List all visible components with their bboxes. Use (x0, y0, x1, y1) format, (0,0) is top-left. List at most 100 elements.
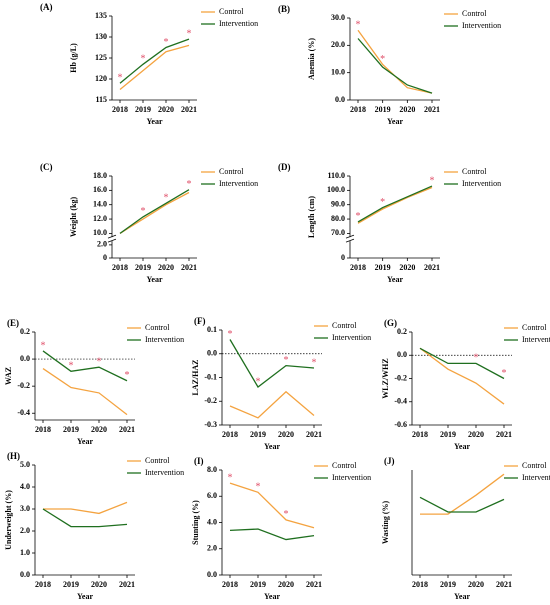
y-tick-label: 70.0 (331, 228, 345, 237)
legend-label: Control (145, 323, 170, 332)
significance-marker: * (256, 376, 261, 387)
x-tick-label: 2018 (350, 263, 366, 272)
y-tick-label: 90.0 (331, 200, 345, 209)
series-line (419, 496, 505, 513)
x-tick-label: 2018 (350, 105, 366, 114)
x-tick-label: 2021 (306, 580, 322, 589)
y-axis-label: WLZ/WHZ (381, 358, 390, 398)
series-line (229, 482, 315, 529)
x-tick-label: 2021 (306, 430, 322, 439)
y-axis-label: WAZ (4, 367, 13, 385)
legend-label: Control (462, 167, 487, 176)
y-tick-label: 20.0 (331, 40, 345, 49)
significance-marker: * (228, 329, 233, 340)
y-tick-label: -0.2 (204, 396, 217, 405)
significance-marker: * (141, 54, 146, 65)
y-tick-label: 0.0 (20, 354, 30, 363)
y-tick-label: 0.0 (20, 570, 30, 579)
series-line (119, 189, 190, 234)
significance-marker: * (69, 361, 74, 372)
x-tick-label: 2021 (181, 105, 197, 114)
x-tick-label: 2021 (119, 425, 135, 434)
significance-marker: * (430, 175, 435, 186)
significance-marker: * (187, 179, 192, 190)
series-line (419, 347, 505, 405)
y-tick-label: 0 (341, 253, 345, 262)
y-tick-label: -0.1 (204, 372, 217, 381)
legend-label: Control (522, 461, 547, 470)
legend-label: Intervention (219, 19, 258, 28)
significance-marker: * (284, 355, 289, 366)
y-tick-label: 110.0 (327, 171, 345, 180)
x-tick-label: 2020 (278, 580, 294, 589)
x-tick-label: 2021 (119, 580, 135, 589)
y-tick-label: -0.2 (17, 381, 30, 390)
series-line (229, 528, 315, 541)
significance-marker: * (187, 28, 192, 39)
series-line (42, 350, 128, 382)
legend-label: Intervention (462, 21, 501, 30)
significance-marker: * (502, 368, 507, 379)
y-tick-label: -0.4 (17, 408, 30, 417)
x-axis-label: Year (147, 275, 163, 284)
significance-marker: * (97, 356, 102, 367)
legend-label: Control (522, 323, 547, 332)
y-tick-label: -0.4 (394, 397, 407, 406)
x-tick-label: 2019 (63, 425, 79, 434)
x-tick-label: 2020 (399, 263, 415, 272)
x-axis-label: Year (264, 442, 280, 451)
x-tick-label: 2019 (135, 263, 151, 272)
series-line (357, 38, 433, 94)
axis-break (107, 238, 117, 243)
x-axis-label: Year (454, 442, 470, 451)
x-axis-label: Year (454, 592, 470, 601)
y-tick-label: 14.0 (93, 200, 107, 209)
x-tick-label: 2019 (63, 580, 79, 589)
x-axis-label: Year (387, 275, 403, 284)
series-line (119, 38, 190, 84)
x-tick-label: 2020 (468, 580, 484, 589)
y-tick-label: 18.0 (93, 171, 107, 180)
panel-label: (F) (194, 316, 206, 326)
y-tick-label: 0.2 (20, 327, 30, 336)
x-tick-label: 2020 (278, 430, 294, 439)
series-line (119, 44, 190, 91)
y-tick-label: 10.0 (331, 67, 345, 76)
series-line (420, 473, 505, 515)
y-tick-label: -0.2 (394, 373, 407, 382)
significance-marker: * (284, 509, 289, 520)
legend-label: Intervention (332, 473, 371, 482)
y-tick-label: 30.0 (331, 13, 345, 22)
legend-label: Control (332, 461, 357, 470)
x-tick-label: 2018 (35, 580, 51, 589)
axis-break (107, 234, 117, 239)
x-tick-label: 2021 (496, 430, 512, 439)
y-tick-label: 16.0 (93, 185, 107, 194)
x-tick-label: 2019 (440, 430, 456, 439)
panel-label: (D) (278, 162, 291, 172)
y-axis-label: Wasting (%) (381, 501, 390, 545)
y-tick-label: 4.0 (207, 517, 217, 526)
legend-label: Intervention (145, 335, 184, 344)
x-tick-label: 2018 (112, 263, 128, 272)
panel-label: (E) (7, 318, 19, 328)
panel-label: (H) (7, 451, 20, 461)
y-tick-label: 115 (95, 95, 107, 104)
y-tick-label: 80.0 (331, 214, 345, 223)
axis-break (345, 234, 355, 239)
legend-label: Control (219, 167, 244, 176)
y-tick-label: 5.0 (20, 460, 30, 469)
panel-label: (I) (194, 456, 204, 466)
y-tick-label: 130 (95, 32, 107, 41)
y-tick-label: 2.0 (20, 526, 30, 535)
y-axis-label: Length (cm) (307, 196, 316, 238)
y-axis-label: Weight (kg) (69, 197, 78, 238)
y-tick-label: 0 (103, 253, 107, 262)
axis-break (345, 238, 355, 243)
series-line (357, 185, 433, 223)
significance-marker: * (41, 340, 46, 351)
x-tick-label: 2019 (375, 263, 391, 272)
y-tick-label: 0.1 (207, 325, 217, 334)
legend-label: Control (462, 9, 487, 18)
x-tick-label: 2020 (399, 105, 415, 114)
